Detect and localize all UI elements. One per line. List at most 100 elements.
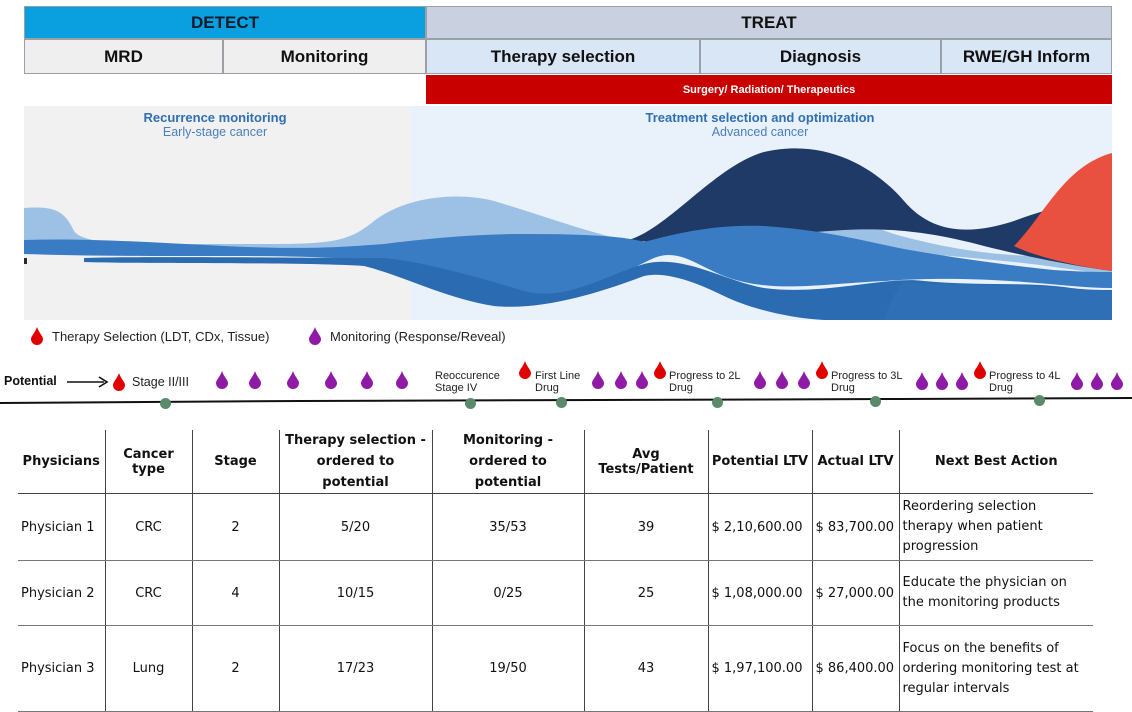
actual-ltv-cell: $ 27,000.00 bbox=[811, 560, 899, 626]
purple-drop-icon bbox=[396, 371, 408, 389]
purple-drop-icon bbox=[615, 371, 627, 389]
red-drop-icon bbox=[816, 361, 828, 379]
purple-drop-icon bbox=[249, 371, 261, 389]
avg-tests-cell: 25 bbox=[583, 560, 708, 626]
progress-3l-label: Progress to 3L Drug bbox=[831, 370, 903, 394]
mrd-label: MRD bbox=[104, 46, 143, 66]
purple-drop-icon bbox=[1071, 372, 1083, 390]
therapy-cell: 17/23 bbox=[278, 625, 432, 712]
stage-cell: 2 bbox=[191, 493, 279, 561]
milestone-dot bbox=[870, 396, 881, 407]
potential-ltv-cell: $ 2,10,600.00 bbox=[707, 493, 812, 561]
purple-drop-icon bbox=[1111, 372, 1123, 390]
treatment-bar: Surgery/ Radiation/ Therapeutics bbox=[426, 75, 1112, 104]
physician-cell: Physician 3 bbox=[18, 625, 105, 712]
monitoring-cell: 35/53 bbox=[431, 493, 584, 561]
progress-4l-label: Progress to 4L Drug bbox=[989, 370, 1061, 394]
purple-drop-icon bbox=[798, 371, 810, 389]
navy-stream bbox=[624, 148, 1112, 271]
recurrence-line2: Stage IV bbox=[435, 382, 478, 394]
monitoring-cell: 0/25 bbox=[431, 560, 584, 626]
journey-streams bbox=[24, 148, 1112, 320]
purple-drop-icon bbox=[754, 371, 766, 389]
treatment-bar-label: Surgery/ Radiation/ Therapeutics bbox=[682, 83, 856, 96]
legend-monitoring: Monitoring (Response/Reveal) bbox=[308, 326, 506, 346]
col-therapy-selection: Therapy selection - ordered to potential bbox=[278, 430, 432, 494]
red-drop-icon bbox=[654, 361, 666, 379]
purple-drop-icon bbox=[916, 372, 928, 390]
therapy-cell: 5/20 bbox=[278, 493, 432, 561]
rwe-label: RWE/GH Inform bbox=[962, 46, 1091, 66]
progress-4l-line2: Drug bbox=[989, 382, 1013, 394]
mrd-cell: MRD bbox=[24, 39, 223, 74]
purple-drop-icon bbox=[309, 327, 321, 345]
advanced-title: Treatment selection and optimization bbox=[645, 110, 875, 125]
milestone-dot bbox=[712, 397, 723, 408]
potential-label: Potential bbox=[4, 374, 57, 388]
legend-monitoring-label: Monitoring (Response/Reveal) bbox=[330, 328, 506, 344]
purple-drop-icon bbox=[1091, 372, 1103, 390]
purple-drop-icon bbox=[776, 371, 788, 389]
purple-drop-icon bbox=[361, 371, 373, 389]
actual-ltv-cell: $ 83,700.00 bbox=[811, 493, 899, 561]
diagnosis-label: Diagnosis bbox=[779, 46, 862, 66]
first-line1: First Line bbox=[535, 370, 581, 382]
purple-drop-icon bbox=[936, 372, 948, 390]
journey-early-panel bbox=[24, 106, 411, 320]
arrow-right-icon bbox=[67, 376, 109, 388]
stage-2-3-label: Stage II/III bbox=[132, 375, 189, 389]
progress-3l-line1: Progress to 3L bbox=[831, 370, 903, 382]
treat-label: TREAT bbox=[741, 12, 797, 32]
avg-tests-cell: 39 bbox=[583, 493, 708, 561]
advanced-subtitle: Advanced cancer bbox=[711, 125, 809, 139]
purple-drop-icon bbox=[325, 371, 337, 389]
stage-cell: 4 bbox=[191, 560, 279, 626]
table-header-row: Physicians Cancer type Stage Therapy sel… bbox=[18, 430, 1093, 494]
therapy-selection-cell: Therapy selection bbox=[426, 39, 700, 74]
monitoring-cell: Monitoring bbox=[223, 39, 426, 74]
col-potential-ltv: Potential LTV bbox=[707, 430, 812, 494]
actual-ltv-cell: $ 86,400.00 bbox=[811, 625, 899, 712]
col-monitoring: Monitoring - ordered to potential bbox=[431, 430, 584, 494]
monitoring-label: Monitoring bbox=[280, 46, 369, 66]
avg-tests-cell: 43 bbox=[583, 625, 708, 712]
progress-2l-line1: Progress to 2L bbox=[669, 370, 741, 382]
col-avg-tests: Avg Tests/Patient bbox=[583, 430, 708, 494]
early-title: Recurrence monitoring bbox=[143, 110, 287, 125]
purple-drop-icon bbox=[956, 372, 968, 390]
lower-stream bbox=[84, 257, 1112, 320]
purple-drop-icon bbox=[592, 371, 604, 389]
legend-therapy: Therapy Selection (LDT, CDx, Tissue) bbox=[30, 326, 269, 346]
physician-cell: Physician 1 bbox=[18, 493, 105, 561]
table-row: Physician 1 CRC 2 5/20 35/53 39 $ 2,10,6… bbox=[18, 493, 1093, 561]
recurrence-line1: Reoccurence bbox=[435, 370, 500, 382]
rwe-cell: RWE/GH Inform bbox=[941, 39, 1112, 74]
treat-header: TREAT bbox=[426, 6, 1112, 39]
progress-2l-line2: Drug bbox=[669, 382, 693, 394]
potential-ltv-cell: $ 1,97,100.00 bbox=[707, 625, 812, 712]
cancer-type-cell: Lung bbox=[104, 625, 192, 712]
col-stage: Stage bbox=[191, 430, 279, 494]
cancer-type-cell: CRC bbox=[104, 493, 192, 561]
milestone-dot bbox=[160, 398, 171, 409]
timeline-line bbox=[0, 397, 1132, 404]
edge-marker bbox=[24, 258, 27, 264]
red-stream bbox=[1014, 153, 1112, 271]
therapy-selection-label: Therapy selection bbox=[490, 46, 636, 66]
diagnosis-cell: Diagnosis bbox=[700, 39, 941, 74]
early-subtitle: Early-stage cancer bbox=[162, 125, 268, 139]
milestone-dot bbox=[465, 398, 476, 409]
monitoring-cell: 19/50 bbox=[431, 625, 584, 712]
next-best-action-cell: Focus on the benefits of ordering monito… bbox=[898, 625, 1093, 712]
red-drop-icon bbox=[519, 361, 531, 379]
col-actual-ltv: Actual LTV bbox=[811, 430, 899, 494]
first-line2: Drug bbox=[535, 382, 559, 394]
purple-drop-icon bbox=[216, 371, 228, 389]
next-best-action-cell: Reordering selection therapy when patien… bbox=[898, 493, 1093, 561]
detect-label: DETECT bbox=[191, 12, 259, 32]
physician-cell: Physician 2 bbox=[18, 560, 105, 626]
recurrence-label: Reoccurence Stage IV bbox=[435, 370, 500, 394]
table-row: Physician 2 CRC 4 10/15 0/25 25 $ 1,08,0… bbox=[18, 560, 1093, 626]
main-stream bbox=[24, 225, 1112, 301]
purple-drop-icon bbox=[287, 371, 299, 389]
